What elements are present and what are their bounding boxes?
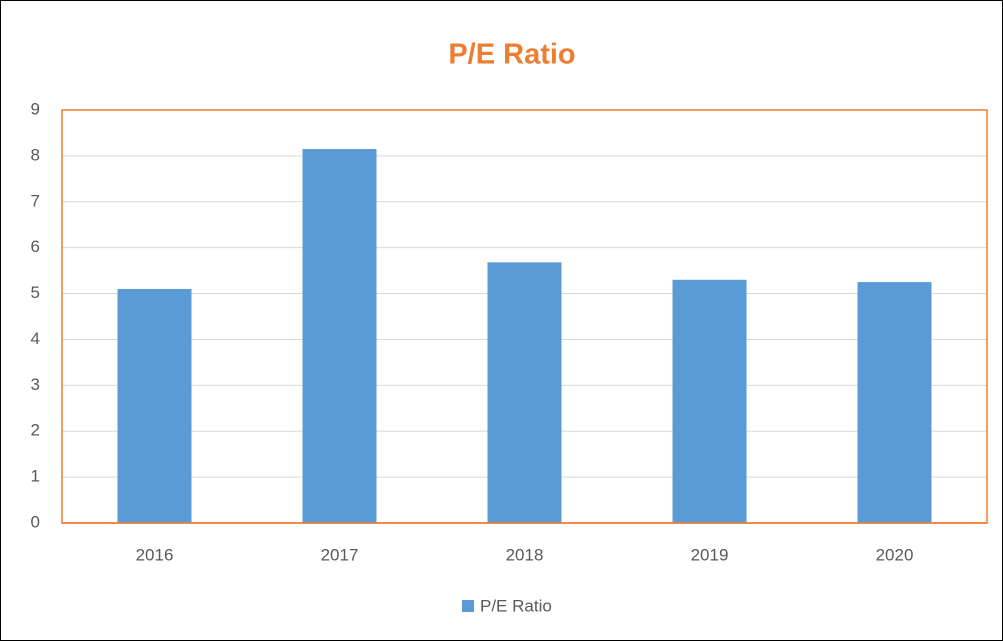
y-tick-label: 9 — [31, 99, 40, 118]
y-tick-label: 2 — [31, 421, 40, 440]
legend-label: P/E Ratio — [480, 596, 552, 615]
bar — [672, 279, 747, 523]
y-tick-label: 3 — [31, 375, 40, 394]
y-tick-label: 6 — [31, 237, 40, 256]
x-tick-label: 2019 — [691, 545, 729, 564]
bar — [302, 149, 377, 523]
y-tick-label: 4 — [31, 329, 40, 348]
x-tick-label: 2016 — [136, 545, 174, 564]
y-tick-label: 0 — [31, 512, 40, 531]
x-tick-label: 2018 — [506, 545, 544, 564]
x-tick-label: 2020 — [876, 545, 914, 564]
bar — [117, 288, 192, 523]
chart-title: P/E Ratio — [448, 39, 575, 71]
bar — [487, 262, 562, 523]
y-tick-label: 1 — [31, 467, 40, 486]
x-tick-label: 2017 — [321, 545, 359, 564]
legend-swatch — [462, 600, 474, 612]
y-tick-label: 8 — [31, 145, 40, 164]
y-tick-label: 7 — [31, 191, 40, 210]
y-tick-label: 5 — [31, 283, 40, 302]
bar — [857, 282, 932, 523]
